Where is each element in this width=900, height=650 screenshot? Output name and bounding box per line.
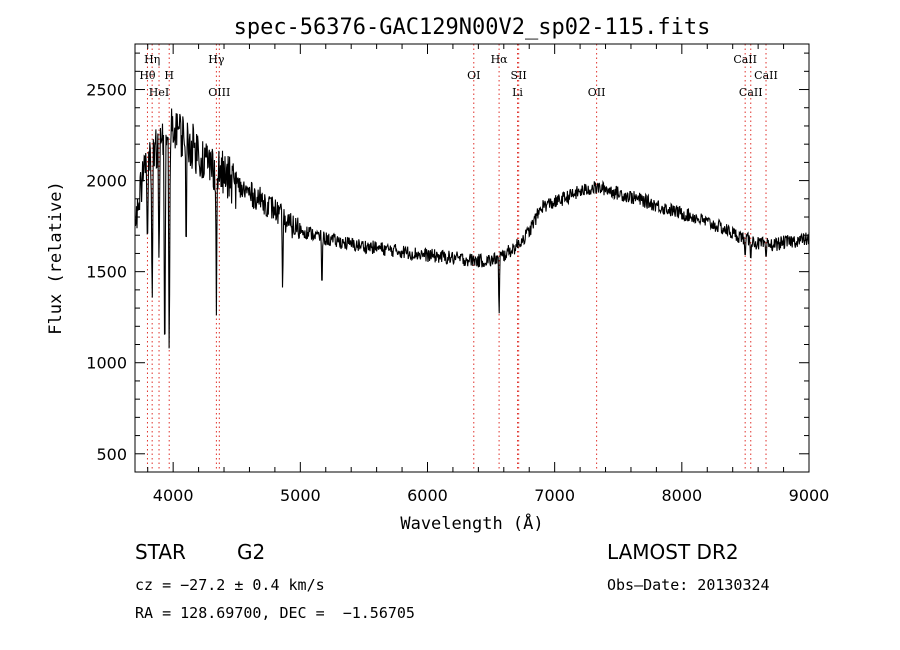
plot-frame: [134, 43, 810, 473]
line-label-10: OII: [588, 86, 606, 99]
line-label-2: H: [164, 69, 174, 82]
line-label-12: CaII: [754, 69, 778, 82]
chart-title: spec-56376-GAC129N00V2_sp02-115.fits: [234, 15, 711, 40]
line-label-9: Li: [512, 86, 523, 99]
line-label-4: Hγ: [208, 53, 225, 66]
line-label-5: OIII: [208, 86, 230, 99]
x-tick-label-5: 9000: [789, 486, 830, 505]
line-label-11: CaII: [733, 53, 757, 66]
y-tick-label-4: 2500: [86, 81, 127, 100]
axis-ticks: 4000 5000 6000 7000 8000 9000 500 1000 1500 2000 2…: [86, 44, 829, 505]
object-class: STAR: [135, 540, 186, 564]
line-label-0: Hη: [144, 53, 160, 66]
line-label-7: OI: [467, 69, 480, 82]
redshift-velocity: cz = −27.2 ± 0.4 km/s: [135, 576, 325, 594]
x-tick-label-3: 7000: [534, 486, 575, 505]
line-label-1: Hθ: [139, 69, 156, 82]
y-tick-label-3: 2000: [86, 172, 127, 191]
observation-date: Obs–Date: 20130324: [607, 576, 770, 594]
y-tick-label-0: 500: [96, 445, 127, 464]
x-tick-label-0: 4000: [153, 486, 194, 505]
x-axis-label: Wavelength (Å): [400, 512, 543, 534]
line-label-13: CaII: [739, 86, 763, 99]
y-tick-label-2: 1500: [86, 263, 127, 282]
line-label-8: SII: [511, 69, 527, 82]
line-markers: [146, 44, 767, 472]
line-labels: Hη Hθ H HeI Hγ OIII Hα OI SII Li OII CaII CaII CaII: [139, 53, 777, 99]
spectrum-layer: [134, 108, 810, 349]
spectral-subclass: G2: [237, 540, 266, 564]
spectrum-line: [134, 108, 810, 349]
x-tick-label-2: 6000: [407, 486, 448, 505]
x-tick-label-4: 8000: [661, 486, 702, 505]
y-axis-label: Flux (relative): [46, 181, 66, 335]
x-tick-label-1: 5000: [280, 486, 321, 505]
y-tick-label-1: 1000: [86, 354, 127, 373]
survey-name: LAMOST DR2: [607, 540, 739, 564]
coordinates: RA = 128.69700, DEC = −1.56705: [135, 604, 415, 622]
line-label-6: Hα: [491, 53, 509, 66]
line-label-3: HeI: [149, 86, 169, 99]
